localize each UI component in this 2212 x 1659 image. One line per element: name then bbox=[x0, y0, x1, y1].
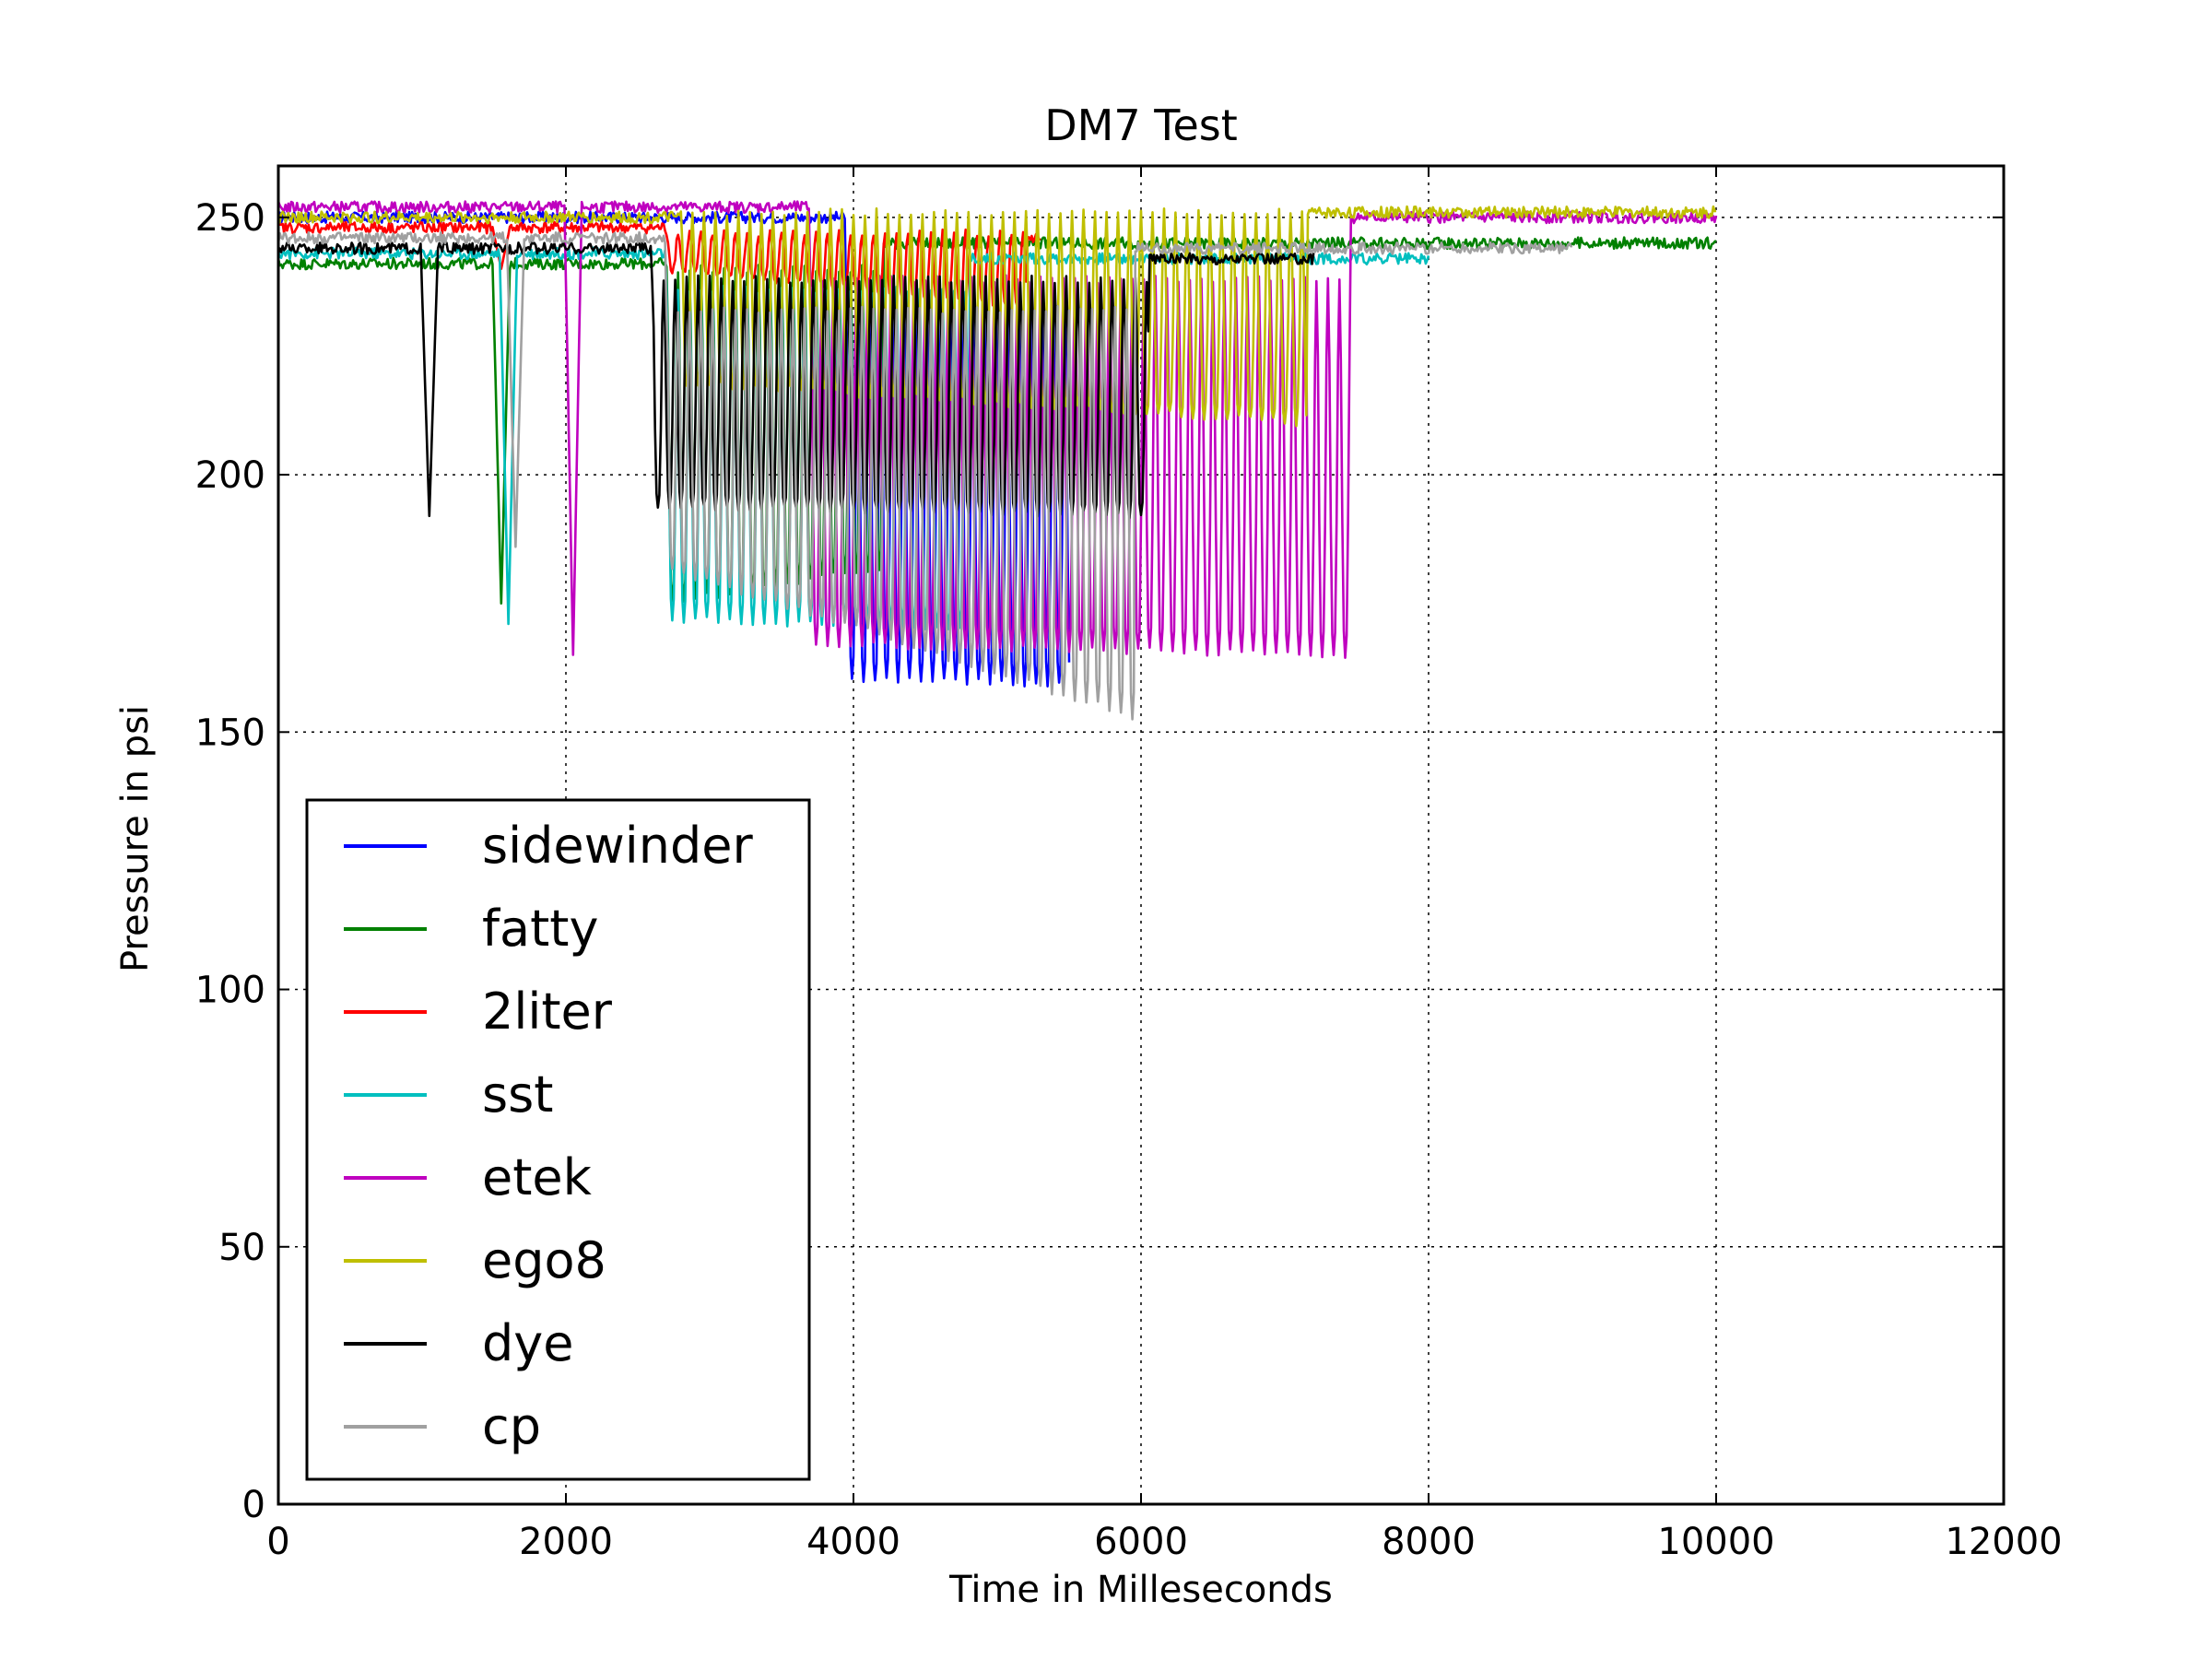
chart-title: DM7 Test bbox=[1044, 100, 1238, 150]
x-tick-label: 0 bbox=[266, 1521, 289, 1563]
plot-frame bbox=[276, 164, 2006, 1506]
y-tick-label: 0 bbox=[242, 1484, 265, 1526]
x-tick-label: 6000 bbox=[1094, 1521, 1188, 1563]
axis-ticks: 0 2000 4000 6000 8000 10000 12000 0 50 100 150 200 2… bbox=[195, 166, 2063, 1563]
legend-label-fatty: fatty bbox=[482, 900, 598, 958]
legend-label-dye: dye bbox=[482, 1314, 573, 1372]
x-tick-label: 12000 bbox=[1945, 1521, 2062, 1563]
y-axis-label: Pressure in psi bbox=[114, 705, 157, 972]
legend-label-ego8: ego8 bbox=[482, 1231, 606, 1289]
legend-label-2liter: 2liter bbox=[482, 982, 613, 1041]
legend-label-cp: cp bbox=[482, 1397, 541, 1455]
series-line-cp bbox=[276, 230, 1573, 721]
y-tick-label: 150 bbox=[195, 712, 265, 754]
y-tick-label: 50 bbox=[218, 1227, 265, 1269]
x-axis-label: Time in Milleseconds bbox=[948, 1569, 1333, 1611]
series-line-ego8 bbox=[277, 205, 1717, 428]
legend-box bbox=[305, 798, 811, 1481]
x-tick-label: 8000 bbox=[1382, 1521, 1476, 1563]
legend-label-sidewinder: sidewinder bbox=[482, 817, 754, 875]
legend-label-etek: etek bbox=[482, 1148, 593, 1206]
x-tick-label: 2000 bbox=[519, 1521, 613, 1563]
y-tick-label: 100 bbox=[195, 970, 265, 1012]
y-tick-label: 200 bbox=[195, 454, 265, 497]
x-tick-label: 4000 bbox=[806, 1521, 900, 1563]
y-tick-label: 250 bbox=[195, 197, 265, 240]
legend: sidewinder fatty 2liter sst etek ego8 dye cp bbox=[305, 798, 811, 1481]
data-series bbox=[276, 200, 1718, 721]
legend-label-sst: sst bbox=[482, 1065, 553, 1124]
x-tick-label: 10000 bbox=[1657, 1521, 1774, 1563]
